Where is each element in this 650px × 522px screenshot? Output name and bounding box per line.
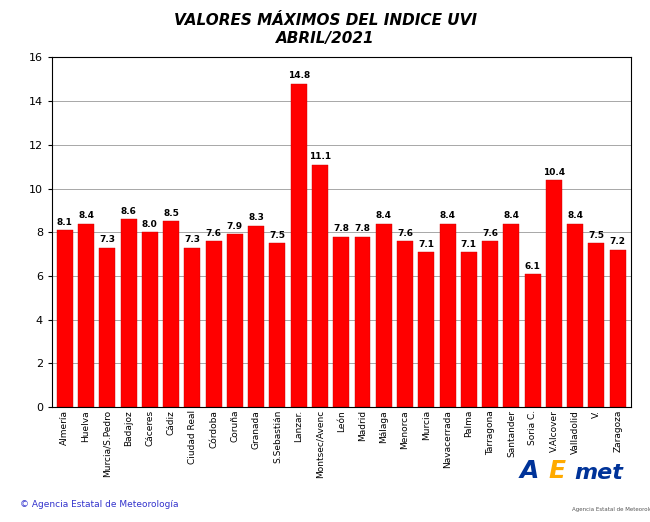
Bar: [78, 223, 94, 407]
Text: 11.1: 11.1: [309, 152, 331, 161]
Bar: [397, 241, 413, 407]
Bar: [333, 236, 349, 407]
Text: 14.8: 14.8: [287, 72, 310, 80]
Bar: [419, 252, 434, 407]
Bar: [503, 223, 519, 407]
Bar: [588, 243, 604, 407]
Bar: [185, 247, 200, 407]
Text: 8.4: 8.4: [439, 211, 456, 220]
Bar: [121, 219, 136, 407]
Bar: [461, 252, 477, 407]
Bar: [482, 241, 498, 407]
Text: VALORES MÁXIMOS DEL INDICE UVI: VALORES MÁXIMOS DEL INDICE UVI: [174, 13, 476, 28]
Bar: [525, 274, 541, 407]
Text: E: E: [549, 459, 566, 483]
Text: 7.6: 7.6: [205, 229, 222, 238]
Bar: [291, 84, 307, 407]
Bar: [546, 180, 562, 407]
Bar: [610, 250, 626, 407]
Text: 8.4: 8.4: [376, 211, 392, 220]
Text: 7.5: 7.5: [270, 231, 285, 240]
Text: 7.5: 7.5: [588, 231, 604, 240]
Bar: [567, 223, 583, 407]
Text: 7.9: 7.9: [227, 222, 243, 231]
Text: 8.6: 8.6: [121, 207, 136, 216]
Text: 7.1: 7.1: [419, 240, 434, 248]
Text: Agencia Estatal de Meteorología: Agencia Estatal de Meteorología: [572, 506, 650, 512]
Text: 7.6: 7.6: [397, 229, 413, 238]
Bar: [354, 236, 370, 407]
Bar: [142, 232, 158, 407]
Text: 8.4: 8.4: [78, 211, 94, 220]
Text: 8.5: 8.5: [163, 209, 179, 218]
Text: met: met: [575, 463, 623, 483]
Text: 8.4: 8.4: [503, 211, 519, 220]
Bar: [227, 234, 243, 407]
Bar: [57, 230, 73, 407]
Text: 8.1: 8.1: [57, 218, 73, 227]
Bar: [99, 247, 115, 407]
Text: 7.8: 7.8: [333, 224, 349, 233]
Text: 7.1: 7.1: [461, 240, 477, 248]
Text: ABRIL/2021: ABRIL/2021: [276, 31, 374, 46]
Bar: [270, 243, 285, 407]
Bar: [439, 223, 456, 407]
Text: 6.1: 6.1: [525, 262, 541, 270]
Text: 8.0: 8.0: [142, 220, 158, 229]
Text: © Agencia Estatal de Meteorología: © Agencia Estatal de Meteorología: [20, 500, 178, 509]
Bar: [205, 241, 222, 407]
Bar: [312, 164, 328, 407]
Text: 7.3: 7.3: [99, 235, 115, 244]
Bar: [248, 226, 264, 407]
Text: 7.2: 7.2: [610, 238, 626, 246]
Text: 10.4: 10.4: [543, 168, 565, 176]
Text: 7.8: 7.8: [354, 224, 370, 233]
Text: 7.3: 7.3: [185, 235, 200, 244]
Bar: [376, 223, 392, 407]
Text: 8.4: 8.4: [567, 211, 583, 220]
Text: 8.3: 8.3: [248, 213, 264, 222]
Text: A: A: [520, 459, 540, 483]
Bar: [163, 221, 179, 407]
Text: 7.6: 7.6: [482, 229, 498, 238]
